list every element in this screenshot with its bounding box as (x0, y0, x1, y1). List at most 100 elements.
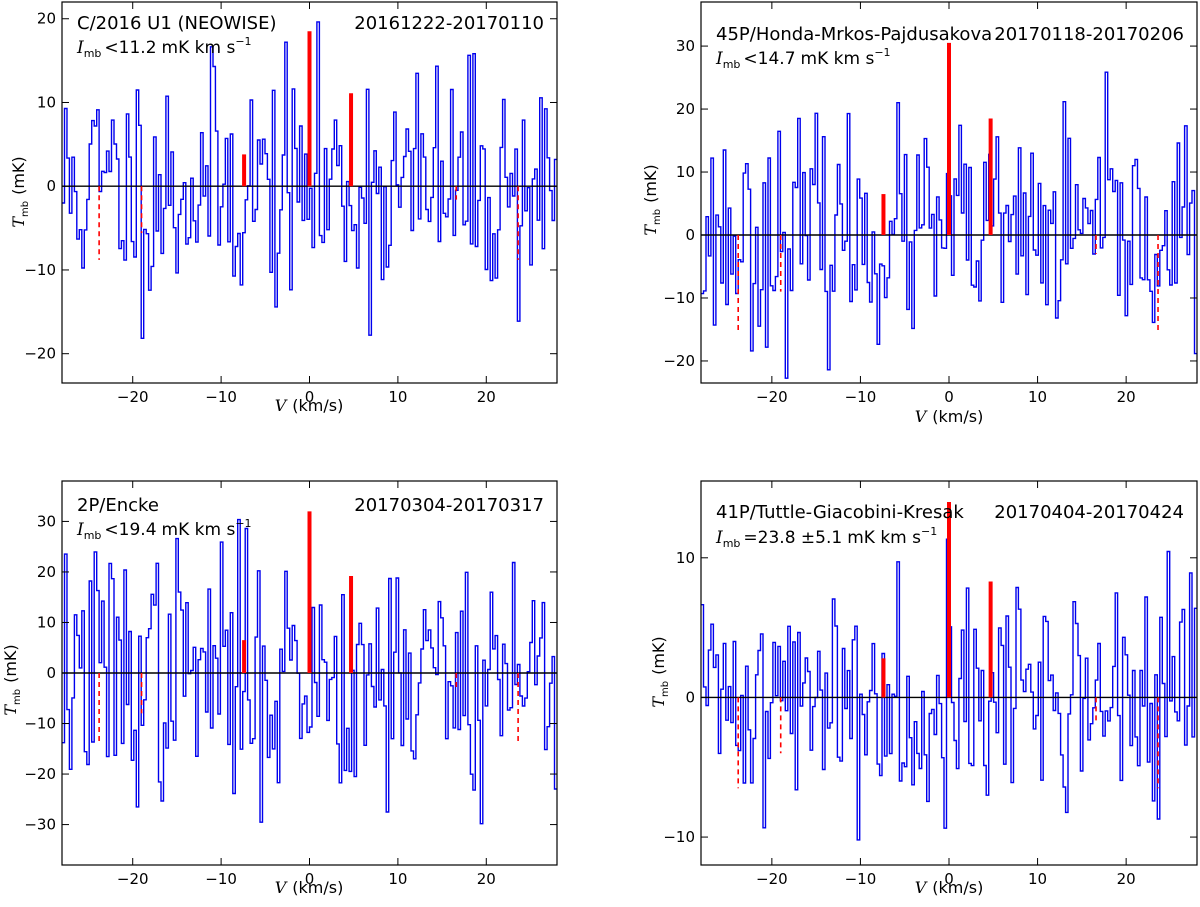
x-axis-unit: (km/s) (932, 407, 983, 426)
intensity-unit: mK km s (847, 528, 921, 548)
x-axis-unit: (km/s) (292, 396, 343, 415)
y-tick-label: 10 (676, 549, 695, 567)
x-axis-unit: (km/s) (292, 878, 343, 897)
y-tick-label: 30 (676, 37, 695, 55)
x-tick-label: 10 (1028, 870, 1047, 888)
intensity-label: Imb <19.4 mK km s−1 (76, 517, 252, 542)
x-axis-symbol: V (915, 878, 928, 897)
y-tick-label: 0 (685, 688, 695, 706)
y-axis-symbol: T (649, 696, 668, 708)
intensity-unit: mK km s (162, 520, 236, 540)
plot-area: −20 −10 0 10 20 −30 −20 −10 0 10 20 30 (24, 480, 558, 888)
y-axis-symbol: T (1, 704, 20, 716)
y-tick-label: −20 (663, 352, 695, 370)
intensity-value: 14.7 (758, 49, 796, 69)
y-tick-label: −30 (24, 816, 56, 834)
x-axis-label: V (km/s) (915, 407, 984, 426)
intensity-symbol: I (715, 528, 723, 548)
panel-encke: −20 −10 0 10 20 −30 −20 −10 0 10 20 30 2P/Encke 201… (1, 480, 558, 897)
intensity-value: 19.4 (119, 520, 157, 540)
y-tick-label: −10 (663, 828, 695, 846)
x-axis-label: V (km/s) (275, 396, 344, 415)
x-tick-label: 10 (388, 388, 407, 406)
x-tick-label: −10 (205, 870, 237, 888)
y-tick-label: −20 (24, 765, 56, 783)
y-axis-subscript: mb (660, 681, 671, 697)
y-tick-label: −10 (24, 715, 56, 733)
x-tick-label: 20 (1117, 388, 1136, 406)
y-axis-unit: (mK) (641, 164, 660, 203)
comet-name-label: 2P/Encke (77, 495, 159, 516)
comet-name-label: 45P/Honda-Mrkos-Pajdusakova (716, 24, 992, 45)
intensity-unit-exponent: −1 (874, 46, 890, 59)
comet-name-label: 41P/Tuttle-Giacobini-Kresak (716, 502, 964, 523)
x-axis-label: V (km/s) (915, 878, 984, 897)
y-axis-label: Tmb (mK) (1, 644, 23, 715)
plot-area: −20 −10 0 10 20 −20 −10 0 10 20 (24, 1, 558, 406)
intensity-unit: mK km s (162, 38, 236, 58)
x-tick-label: 20 (1117, 870, 1136, 888)
y-tick-label: 10 (676, 163, 695, 181)
y-tick-label: −10 (24, 261, 56, 279)
x-axis-label: V (km/s) (275, 878, 344, 897)
x-tick-label: −10 (845, 870, 877, 888)
y-axis-subscript: mb (12, 689, 23, 705)
y-tick-label: −10 (663, 289, 695, 307)
plot-area: −20 −10 0 10 20 −20 −10 0 10 20 30 (663, 1, 1198, 406)
y-axis-unit: (mK) (1, 644, 20, 683)
y-tick-label: −20 (24, 345, 56, 363)
intensity-label: Imb =23.8 ±5.1 mK km s−1 (715, 525, 937, 550)
intensity-symbol: I (76, 38, 84, 58)
y-axis-subscript: mb (20, 201, 31, 217)
intensity-relation: = (743, 528, 757, 548)
intensity-relation: < (104, 38, 118, 58)
panel-neowise: −20 −10 0 10 20 −20 −10 0 10 20 C/2016 U1 (NEOWIS… (9, 1, 558, 415)
spectrum-line (62, 518, 557, 825)
x-tick-label: 0 (944, 870, 954, 888)
x-tick-label: 0 (944, 388, 954, 406)
intensity-subscript: mb (84, 529, 102, 542)
x-tick-label: −20 (756, 870, 788, 888)
intensity-label: Imb <11.2 mK km s−1 (76, 35, 252, 60)
x-tick-label: −10 (205, 388, 237, 406)
y-axis-symbol: T (9, 216, 28, 228)
panel-45p: −20 −10 0 10 20 −20 −10 0 10 20 30 45P/Honda-Mrkos… (641, 1, 1198, 426)
y-axis-label: Tmb (mK) (649, 636, 671, 707)
x-tick-label: 0 (305, 388, 315, 406)
intensity-label: Imb <14.7 mK km s−1 (715, 46, 891, 71)
x-tick-label: 20 (477, 870, 496, 888)
y-tick-label: 0 (46, 177, 56, 195)
x-tick-label: −20 (117, 388, 149, 406)
intensity-relation: < (104, 520, 118, 540)
intensity-value: 23.8 ±5.1 (758, 528, 843, 548)
x-axis-unit: (km/s) (932, 878, 983, 897)
date-range-label: 20170118-20170206 (994, 24, 1184, 45)
intensity-relation: < (743, 49, 757, 69)
x-tick-label: 10 (1028, 388, 1047, 406)
y-tick-label: 10 (37, 93, 56, 111)
x-tick-label: −20 (117, 870, 149, 888)
intensity-unit-exponent: −1 (235, 517, 251, 530)
x-tick-label: 0 (305, 870, 315, 888)
y-tick-label: 20 (676, 100, 695, 118)
x-axis-symbol: V (275, 878, 288, 897)
y-axis-symbol: T (641, 224, 660, 236)
y-axis-label: Tmb (mK) (9, 156, 31, 227)
x-tick-label: −20 (756, 388, 788, 406)
date-range-label: 20170304-20170317 (354, 495, 544, 516)
x-tick-label: −10 (845, 388, 877, 406)
x-axis-symbol: V (275, 396, 288, 415)
panel-41p: −20 −10 0 10 20 −10 0 10 41P/Tuttle-Giacobini-K… (649, 480, 1198, 897)
y-tick-label: 0 (46, 664, 56, 682)
x-tick-label: 20 (477, 388, 496, 406)
intensity-value: 11.2 (119, 38, 157, 58)
date-range-label: 20161222-20170110 (354, 13, 544, 34)
intensity-subscript: mb (84, 47, 102, 60)
date-range-label: 20170404-20170424 (994, 502, 1184, 523)
y-tick-label: 10 (37, 613, 56, 631)
y-axis-label: Tmb (mK) (641, 164, 663, 235)
intensity-symbol: I (76, 520, 84, 540)
y-axis-unit: (mK) (649, 636, 668, 675)
y-axis-subscript: mb (652, 209, 663, 225)
